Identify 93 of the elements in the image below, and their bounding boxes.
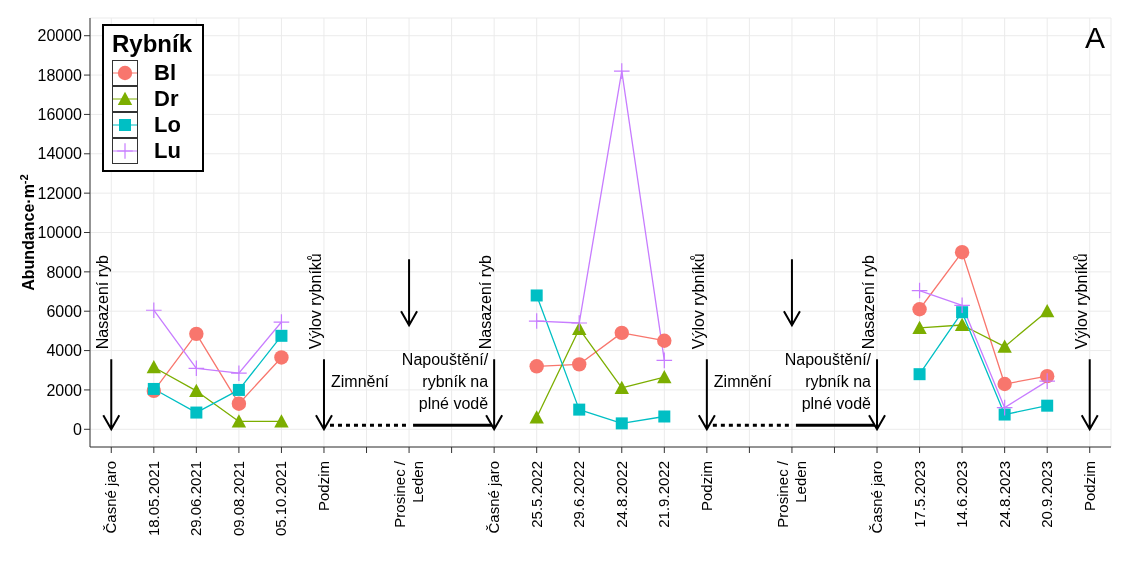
point bbox=[913, 368, 926, 381]
point bbox=[655, 352, 673, 369]
y-tick-label: 20000 bbox=[37, 27, 83, 45]
y-tick-label: 6000 bbox=[46, 302, 83, 320]
x-tick-label: Časné jaro bbox=[102, 461, 120, 534]
y-tick-label: 8000 bbox=[46, 263, 83, 281]
y-tick-label: 12000 bbox=[37, 184, 83, 202]
point bbox=[230, 364, 248, 382]
y-tick-label: 10000 bbox=[37, 224, 83, 242]
legend-title: Rybník bbox=[112, 30, 193, 58]
y-tick-label: 16000 bbox=[37, 106, 83, 124]
x-tick-label: 24.8.2022 bbox=[612, 461, 630, 528]
annotation: Zimnění bbox=[713, 373, 773, 391]
x-tick-label: 29.06.2021 bbox=[187, 461, 205, 537]
point bbox=[189, 383, 204, 397]
x-tick-label: Časné jaro bbox=[868, 461, 886, 534]
annotation: Výlov rybníků bbox=[1072, 253, 1090, 350]
point bbox=[145, 301, 163, 319]
x-tick-label: 24.8.2023 bbox=[995, 461, 1013, 528]
point bbox=[274, 414, 289, 428]
x-tick-label: 14.6.2023 bbox=[953, 461, 971, 528]
point bbox=[231, 414, 247, 428]
point bbox=[953, 296, 971, 314]
point bbox=[147, 382, 160, 395]
y-tick-label: 4000 bbox=[46, 342, 83, 360]
point bbox=[189, 326, 204, 342]
annotation: Nasazení ryb bbox=[860, 254, 878, 350]
point bbox=[572, 321, 587, 335]
point bbox=[658, 410, 671, 423]
x-tick-label: Časné jaro bbox=[485, 461, 503, 534]
y-tick-label: 18000 bbox=[37, 66, 83, 84]
x-tick-label: Podzim bbox=[1080, 461, 1098, 512]
point bbox=[232, 383, 245, 396]
point bbox=[912, 302, 927, 317]
y-tick-label: 2000 bbox=[46, 381, 83, 399]
x-tick-label: Prosinec / Leden bbox=[773, 460, 809, 528]
y-tick-label: 14000 bbox=[37, 145, 83, 163]
point bbox=[273, 313, 290, 331]
point bbox=[954, 244, 970, 260]
annotation: Nasazení ryb bbox=[94, 254, 112, 350]
point bbox=[572, 357, 587, 372]
x-tick-label: 18.05.2021 bbox=[144, 461, 162, 537]
annotation: Výlov rybníků bbox=[306, 253, 324, 350]
point bbox=[614, 325, 629, 341]
x-tick-label: 05.10.2021 bbox=[272, 461, 290, 537]
point bbox=[614, 380, 629, 394]
point bbox=[231, 396, 247, 411]
y-tick-label: 0 bbox=[73, 420, 83, 438]
point bbox=[657, 369, 672, 384]
legend-label: Dr bbox=[154, 86, 179, 112]
legend-label: Lo bbox=[154, 112, 181, 138]
annotation: Nasazení ryb bbox=[477, 254, 495, 350]
x-tick-label: 29.6.2022 bbox=[570, 461, 588, 528]
annotation: Napouštění/ rybník na plné vodě bbox=[401, 351, 489, 413]
x-tick-label: Podzim bbox=[697, 461, 715, 512]
point bbox=[146, 360, 162, 374]
point bbox=[529, 410, 544, 424]
point bbox=[956, 306, 969, 319]
x-tick-label: 21.9.2022 bbox=[655, 461, 673, 528]
point bbox=[997, 339, 1012, 353]
legend-label: Bl bbox=[154, 60, 176, 86]
x-tick-label: Podzim bbox=[314, 461, 332, 512]
point bbox=[613, 62, 631, 80]
point bbox=[274, 350, 289, 365]
point bbox=[1038, 372, 1056, 390]
x-tick-label: 20.9.2023 bbox=[1038, 461, 1056, 528]
point bbox=[954, 317, 970, 331]
annotation: Napouštění/ rybník na plné vodě bbox=[784, 351, 872, 413]
annotation: A bbox=[1084, 21, 1105, 54]
point bbox=[912, 320, 927, 334]
point bbox=[528, 312, 546, 330]
point bbox=[615, 417, 628, 430]
legend-label: Lu bbox=[154, 138, 181, 164]
point bbox=[530, 289, 543, 302]
point bbox=[1041, 399, 1054, 412]
x-tick-label: 25.5.2022 bbox=[527, 461, 545, 528]
point bbox=[570, 314, 588, 332]
point bbox=[657, 333, 672, 348]
x-tick-label: Prosinec / Leden bbox=[391, 460, 427, 528]
point bbox=[1039, 304, 1055, 318]
x-tick-label: 09.08.2021 bbox=[229, 461, 247, 537]
x-tick-label: 17.5.2023 bbox=[910, 461, 928, 528]
annotation: Zimnění bbox=[330, 373, 390, 391]
point bbox=[529, 359, 544, 374]
point bbox=[187, 359, 205, 377]
point bbox=[275, 329, 288, 342]
annotation: Výlov rybníků bbox=[689, 253, 707, 350]
point bbox=[997, 376, 1012, 392]
point bbox=[911, 282, 928, 299]
point bbox=[190, 406, 203, 419]
point bbox=[573, 403, 586, 416]
point bbox=[998, 408, 1011, 421]
point bbox=[996, 399, 1014, 417]
